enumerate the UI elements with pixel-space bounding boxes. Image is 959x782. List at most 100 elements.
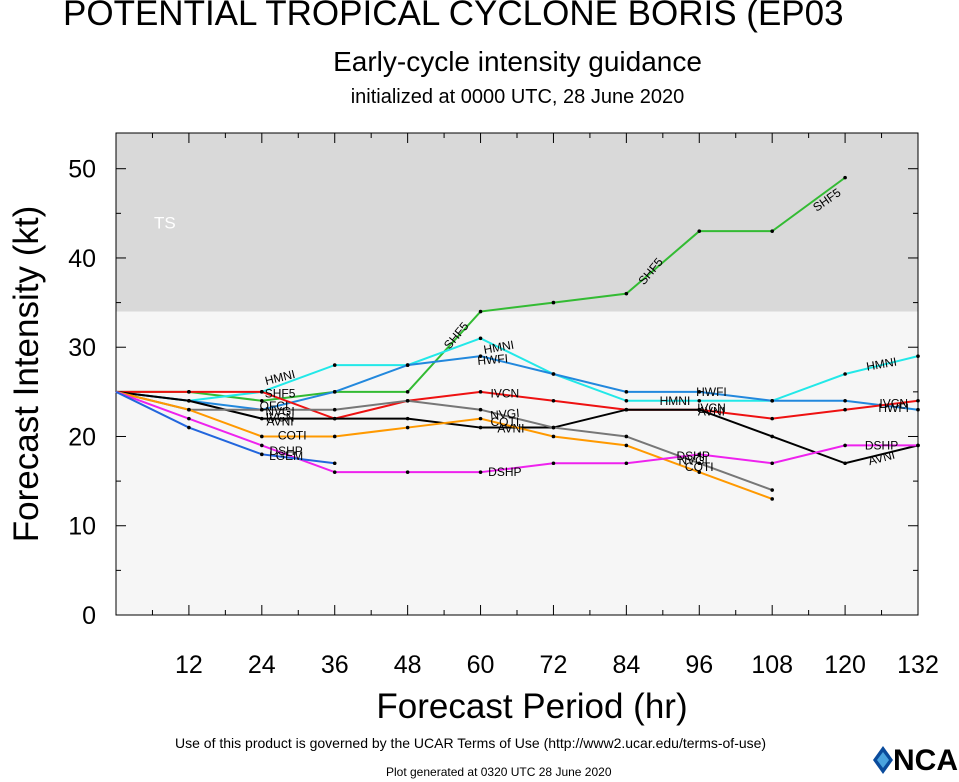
data-point-ivcn bbox=[260, 390, 264, 394]
curve-label-avni: AVNI bbox=[497, 421, 524, 435]
data-point-dshp bbox=[405, 470, 410, 474]
curve-label-hwfi: HWFI bbox=[477, 351, 509, 368]
data-point-dshp bbox=[843, 443, 847, 448]
terms-of-use-text: Use of this product is governed by the U… bbox=[175, 735, 767, 751]
data-point-coti bbox=[624, 443, 629, 448]
initialized-time: initialized at 0000 UTC, 28 June 2020 bbox=[350, 86, 685, 108]
data-point-hwfi bbox=[551, 372, 556, 376]
curve-label-coti: COTI bbox=[491, 415, 520, 429]
data-point-shf5 bbox=[551, 300, 556, 305]
curve-label-ivcn: IVCN bbox=[491, 387, 520, 401]
data-point-avni bbox=[697, 407, 702, 412]
data-point-dshp bbox=[478, 470, 483, 474]
series-line-nvgi bbox=[115, 390, 773, 491]
x-tick-label: 60 bbox=[467, 651, 495, 679]
data-point-shf5 bbox=[624, 291, 629, 296]
ncar-logo: NCAR bbox=[869, 742, 959, 780]
data-point-hwfi bbox=[697, 390, 702, 394]
intensity-chart: TS 0 10 20 30 40 50 12 24 36 48 60 72 84 96 108 120 132 Fo… bbox=[7, 132, 939, 726]
data-point-shf5 bbox=[260, 398, 264, 403]
data-point-ivcn bbox=[770, 416, 774, 421]
x-tick-label: 72 bbox=[540, 651, 568, 679]
data-point-nvgi bbox=[405, 398, 410, 403]
data-point-coti bbox=[332, 434, 337, 439]
data-point-dshp bbox=[260, 443, 264, 448]
data-point-avni bbox=[770, 434, 774, 439]
series-line-hwfi bbox=[115, 355, 919, 411]
data-point-avni bbox=[624, 407, 629, 412]
y-tick-label: 20 bbox=[68, 423, 96, 451]
data-point-hmni bbox=[916, 354, 920, 358]
curve-label-nvgi: NVGI bbox=[490, 406, 520, 423]
data-point-lgem bbox=[260, 452, 264, 457]
data-point-ivcn bbox=[187, 390, 191, 394]
data-point-hwfi bbox=[405, 363, 410, 367]
curve-label-avni: AVNI bbox=[867, 448, 897, 469]
data-point-hwfi bbox=[843, 398, 847, 403]
data-point-coti bbox=[551, 434, 556, 439]
curve-label-hmni: HMNI bbox=[865, 355, 898, 374]
data-point-nvgi bbox=[332, 407, 337, 412]
data-point-nvgi bbox=[624, 434, 629, 439]
data-point-ivcn bbox=[916, 398, 920, 403]
curve-label-avni: AVNI bbox=[698, 404, 725, 418]
curve-label-coti: COTI bbox=[685, 460, 714, 474]
x-tick-label: 108 bbox=[751, 651, 793, 679]
data-point-hwfi bbox=[332, 390, 337, 394]
curve-label-dshp: DSHP bbox=[269, 444, 302, 458]
curve-label-nvgi: NVGI bbox=[679, 454, 708, 468]
x-tick-label: 120 bbox=[824, 651, 866, 679]
ts-band-label: TS bbox=[154, 213, 176, 232]
data-point-coti bbox=[770, 497, 774, 501]
x-tick-label: 96 bbox=[685, 651, 713, 679]
ts-band bbox=[116, 133, 918, 312]
data-point-avni bbox=[332, 416, 337, 421]
data-point-hmni bbox=[697, 398, 702, 403]
x-tick-label: 12 bbox=[175, 651, 203, 679]
series-line-dshp bbox=[115, 390, 918, 474]
data-point-coti bbox=[405, 425, 410, 430]
curve-label-ivcn: IVCN bbox=[879, 396, 908, 410]
curve-label-hmni: HMNI bbox=[660, 394, 691, 408]
data-point-shf5 bbox=[843, 175, 847, 180]
x-tick-label: 48 bbox=[394, 651, 422, 679]
data-point-hmni bbox=[332, 363, 337, 367]
data-point-avni bbox=[843, 461, 847, 466]
data-point-avni bbox=[478, 425, 483, 430]
ncar-logo-text: NCAR bbox=[893, 744, 959, 777]
data-point-shf5 bbox=[478, 309, 483, 314]
ncar-logo-icon bbox=[873, 746, 893, 774]
data-point-coti bbox=[697, 470, 702, 474]
data-point-avni bbox=[260, 416, 264, 421]
series-line-lgem bbox=[115, 390, 335, 465]
data-point-nvgi bbox=[478, 407, 483, 412]
data-point-dshp bbox=[624, 461, 629, 466]
series-line-hmni bbox=[115, 337, 919, 402]
y-tick-label: 50 bbox=[68, 156, 96, 184]
curve-label-avni: AVNI bbox=[266, 414, 293, 428]
data-point-ivcn bbox=[551, 398, 556, 403]
curve-label-hmni: HMNI bbox=[482, 338, 515, 357]
curve-label-ivcn: IVCN bbox=[697, 401, 726, 415]
data-point-avni bbox=[405, 416, 410, 421]
data-point-dshp bbox=[697, 452, 702, 457]
data-point-lgem bbox=[187, 425, 191, 430]
x-tick-label: 132 bbox=[897, 651, 939, 679]
data-point-ivcn bbox=[843, 407, 847, 412]
curve-label-shf5: SHF5 bbox=[265, 387, 296, 401]
data-point-dshp bbox=[187, 416, 191, 421]
chart-title: POTENTIAL TROPICAL CYCLONE BORIS (EP03 bbox=[63, 0, 844, 33]
data-point-shf5 bbox=[770, 229, 774, 233]
series-line-ivcn bbox=[116, 390, 919, 420]
y-axis-label: Forecast Intensity (kt) bbox=[7, 206, 46, 542]
data-point-coti bbox=[187, 407, 191, 412]
data-point-dshp bbox=[916, 443, 920, 448]
curve-label-nvgi: NVGI bbox=[265, 404, 294, 418]
x-axis-label: Forecast Period (hr) bbox=[376, 687, 687, 726]
data-point-shf5 bbox=[405, 390, 410, 394]
data-point-hwfi bbox=[624, 390, 629, 394]
y-tick-label: 0 bbox=[82, 602, 96, 630]
curve-label-dshp: DSHP bbox=[488, 465, 521, 479]
x-tick-label: 84 bbox=[612, 651, 640, 679]
data-point-nvgi bbox=[260, 407, 264, 412]
